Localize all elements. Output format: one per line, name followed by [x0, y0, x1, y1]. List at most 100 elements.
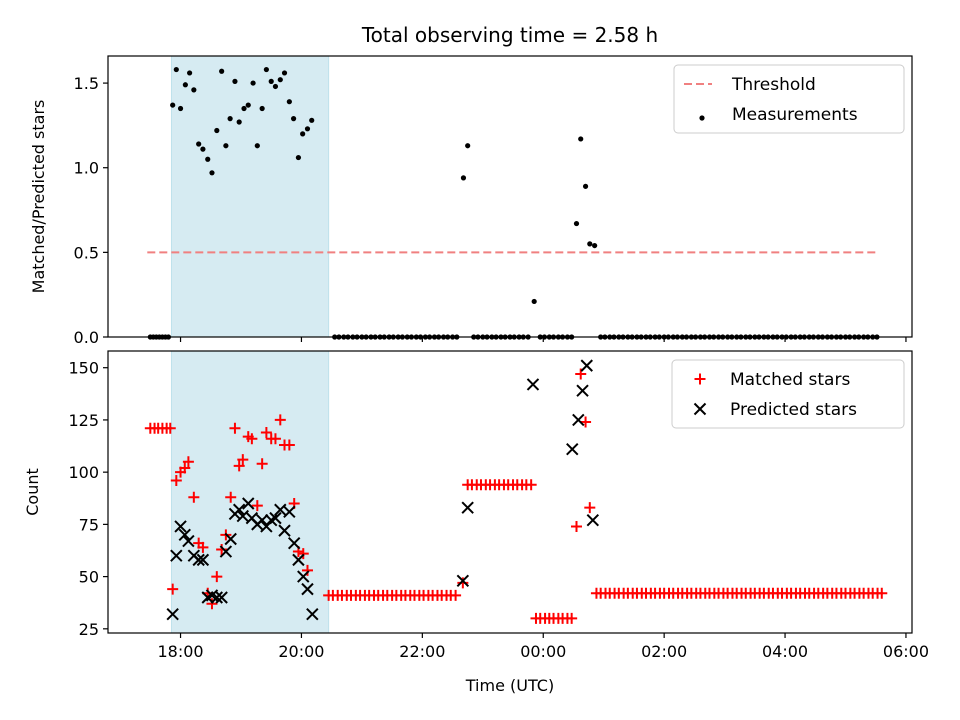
- data-point: [229, 422, 241, 434]
- data-point: [219, 545, 233, 558]
- data-point: [269, 433, 281, 445]
- x-tick-label: 02:00: [641, 642, 687, 661]
- y-tick-label: 1.5: [74, 74, 99, 93]
- legend-handle: [693, 402, 707, 416]
- x-tick-label: 04:00: [762, 642, 808, 661]
- y-tick-label: 50: [79, 568, 99, 587]
- data-point: [250, 80, 256, 86]
- data-point: [292, 553, 305, 567]
- data-point: [182, 456, 194, 468]
- data-point: [182, 534, 195, 548]
- y-tick-label: 150: [68, 359, 99, 378]
- data-point: [286, 99, 292, 105]
- data-point: [297, 548, 309, 560]
- data-point: [281, 70, 288, 76]
- data-point: [306, 607, 319, 621]
- data-point: [283, 505, 296, 519]
- data-point: [187, 70, 193, 76]
- data-point: [219, 68, 225, 74]
- data-point: [236, 509, 250, 523]
- data-point: [209, 170, 215, 176]
- data-point: [174, 520, 187, 533]
- data-point: [278, 524, 291, 537]
- data-point: [531, 298, 537, 305]
- data-point: [283, 439, 295, 451]
- series-matched-stars: [144, 368, 888, 624]
- data-point: [575, 368, 587, 380]
- data-point: [260, 426, 272, 438]
- data-point: [457, 577, 469, 589]
- legend: Threshold Measurements: [673, 64, 905, 134]
- y-tick-label: 75: [79, 515, 99, 534]
- shaded-interval: [170, 55, 330, 338]
- x-tick-label: 06:00: [883, 642, 929, 661]
- data-point: [205, 156, 211, 162]
- data-point: [210, 591, 224, 604]
- data-point: [251, 500, 263, 512]
- x-tick-label: 00:00: [520, 642, 566, 661]
- data-point: [269, 511, 282, 525]
- data-point: [223, 143, 229, 149]
- data-point: [268, 78, 274, 84]
- y-tick-label: 125: [68, 411, 99, 430]
- data-point: [456, 574, 470, 587]
- data-point: [170, 549, 183, 562]
- legend-label: Predicted stars: [730, 400, 857, 420]
- data-point: [304, 126, 311, 132]
- data-point: [272, 83, 279, 90]
- data-point: [200, 146, 206, 152]
- axes-frame: [107, 350, 913, 634]
- data-point: [170, 475, 182, 487]
- data-point: [196, 141, 202, 147]
- axes-frame: [107, 55, 913, 338]
- data-point: [580, 416, 592, 428]
- data-point: [587, 241, 593, 247]
- data-point: [460, 175, 467, 181]
- data-point: [566, 612, 578, 624]
- y-axis-label: Count: [23, 468, 42, 516]
- data-point: [246, 433, 258, 445]
- data-point: [876, 587, 888, 599]
- data-point: [232, 503, 246, 516]
- data-point: [580, 359, 593, 372]
- data-point: [179, 462, 191, 474]
- data-point: [242, 497, 255, 510]
- data-point: [586, 513, 600, 527]
- y-tick-label: 1.0: [74, 159, 99, 178]
- data-point: [211, 571, 223, 583]
- x-tick-label: 22:00: [399, 642, 445, 661]
- data-point: [465, 143, 471, 149]
- x-tick-label: 20:00: [278, 642, 324, 661]
- data-point: [241, 105, 247, 112]
- y-tick-label: 0.0: [74, 328, 99, 347]
- data-point: [191, 87, 197, 93]
- legend-label: Threshold: [731, 75, 816, 95]
- data-point: [277, 77, 283, 83]
- data-point: [256, 458, 268, 470]
- chart-title: Total observing time = 2.58 h: [361, 23, 658, 47]
- data-point: [566, 442, 579, 456]
- data-point: [188, 491, 200, 503]
- legend-label: Measurements: [732, 105, 858, 125]
- data-point: [166, 607, 179, 621]
- bottom-plot: 25 50 75 100 125 150 18:00 20:00 22:00 00:00 02:00…: [23, 350, 929, 695]
- x-axis-label: Time (UTC): [465, 676, 554, 695]
- data-point: [301, 564, 313, 576]
- data-point: [167, 583, 179, 595]
- data-point: [578, 136, 584, 142]
- data-point: [254, 143, 260, 149]
- data-point: [297, 570, 310, 583]
- legend-box: [673, 64, 905, 134]
- data-point: [233, 460, 245, 472]
- data-point: [301, 582, 314, 596]
- data-point: [263, 66, 269, 73]
- data-point: [461, 501, 474, 514]
- legend-box: [671, 359, 905, 429]
- data-point: [576, 384, 589, 397]
- data-point: [232, 78, 238, 84]
- data-point: [196, 553, 210, 567]
- data-point: [274, 503, 287, 516]
- data-point: [525, 479, 537, 491]
- data-point: [182, 82, 188, 88]
